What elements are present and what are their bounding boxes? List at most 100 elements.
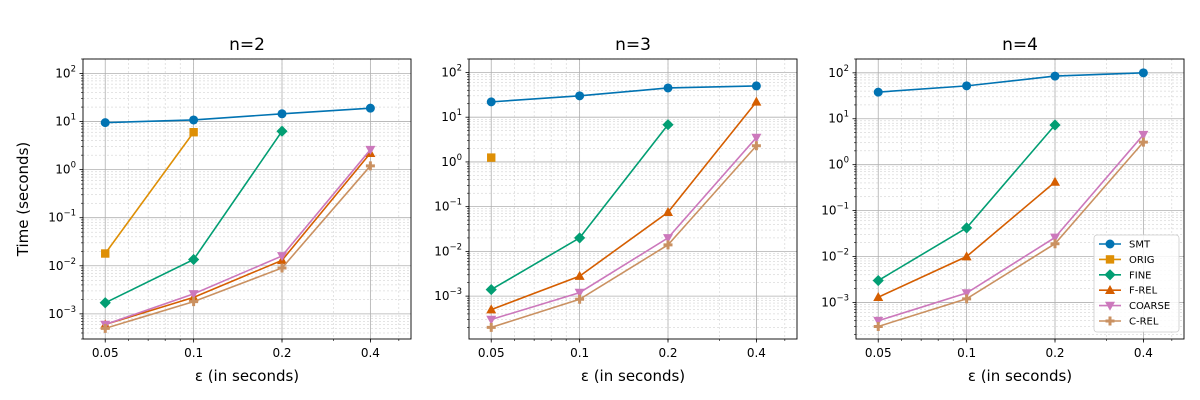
panel-title: n=2 (229, 35, 265, 55)
data-point (663, 207, 674, 217)
data-point (873, 292, 884, 302)
series-line (491, 85, 757, 103)
legend-entry: FINE (1099, 269, 1152, 281)
series-line (490, 101, 758, 311)
data-point (99, 297, 111, 309)
x-tick-label: 0.4 (747, 346, 766, 360)
legend-marker (1105, 316, 1115, 326)
series-line (104, 149, 372, 326)
data-point (662, 119, 674, 131)
series-smt (100, 103, 375, 128)
x-tick-label: 0.1 (184, 346, 203, 360)
data-point (961, 222, 973, 234)
legend-entry: C-REL (1099, 316, 1159, 328)
data-point (1049, 119, 1061, 131)
axes-frame (82, 58, 412, 340)
x-tick-label: 0.2 (1045, 346, 1064, 360)
panel-title: n=4 (1002, 35, 1038, 55)
x-tick-label: 0.4 (361, 346, 380, 360)
data-point (873, 316, 884, 326)
data-point (486, 304, 497, 314)
data-point (1050, 71, 1060, 81)
x-tick-label: 0.2 (272, 346, 291, 360)
data-point (873, 87, 883, 97)
x-tick-label: 0.05 (478, 346, 505, 360)
data-point (486, 322, 496, 332)
x-tick-label: 0.05 (92, 346, 119, 360)
figure-ylabel: Time (seconds) (14, 142, 32, 258)
data-point (873, 321, 883, 331)
legend-label: COARSE (1129, 301, 1170, 312)
series-fine (485, 119, 674, 296)
data-point (574, 270, 585, 280)
data-point (663, 83, 673, 93)
data-point (100, 323, 110, 333)
series-smt (486, 81, 761, 107)
series-smt (873, 68, 1148, 97)
series-coarse (873, 130, 1149, 326)
legend-entry: ORIG (1099, 255, 1155, 266)
data-point (365, 145, 376, 155)
data-point (365, 161, 375, 171)
data-point (189, 297, 199, 307)
series-line (105, 107, 371, 124)
x-tick-label: 0.1 (570, 346, 589, 360)
x-tick-label: 0.4 (1134, 346, 1153, 360)
legend-label: SMT (1129, 240, 1151, 251)
series-line (490, 137, 757, 321)
series-c-rel (486, 141, 761, 332)
legend-label: C-REL (1129, 317, 1159, 328)
data-point (101, 249, 110, 258)
series-c-rel (873, 137, 1148, 331)
data-point (961, 289, 972, 299)
x-tick-label: 0.2 (658, 346, 677, 360)
data-point (189, 115, 199, 125)
data-point (189, 128, 198, 137)
data-point (961, 251, 972, 261)
data-point (751, 81, 761, 91)
legend: SMT ORIG FINE F-REL COARSE C-REL (1093, 234, 1180, 333)
series-line (877, 134, 1144, 322)
legend-marker (1104, 269, 1116, 281)
series-line (105, 165, 371, 330)
series-orig (101, 128, 198, 258)
data-point (575, 91, 585, 101)
series-orig (487, 153, 496, 162)
panel-title: n=3 (615, 35, 651, 55)
data-point (872, 274, 884, 287)
data-point (962, 81, 972, 91)
data-point (487, 153, 496, 162)
series-line (878, 72, 1144, 93)
x-axis-label: ε (in seconds) (581, 367, 685, 385)
series-line (104, 152, 372, 326)
data-point (663, 240, 673, 250)
x-tick-label: 0.1 (957, 346, 976, 360)
series-line (104, 131, 195, 254)
x-tick-label: 0.05 (865, 346, 892, 360)
data-point (751, 96, 762, 106)
data-point (277, 252, 288, 262)
data-point (1138, 137, 1148, 147)
series-fine (99, 125, 288, 309)
data-point (485, 283, 497, 296)
data-point (574, 288, 585, 298)
legend-entry: COARSE (1099, 301, 1170, 312)
data-point (663, 234, 674, 244)
data-point (751, 133, 762, 143)
data-point (100, 118, 110, 128)
x-axis-label: ε (in seconds) (195, 367, 299, 385)
legend-marker (1105, 301, 1115, 311)
data-point (188, 253, 200, 266)
axes-frame (855, 58, 1185, 340)
data-point (575, 294, 585, 304)
data-point (1050, 239, 1060, 249)
data-point (188, 290, 199, 300)
legend-label: ORIG (1129, 255, 1155, 266)
data-point (751, 141, 761, 151)
data-point (365, 103, 375, 113)
series-c-rel (100, 161, 375, 333)
data-point (277, 109, 287, 119)
